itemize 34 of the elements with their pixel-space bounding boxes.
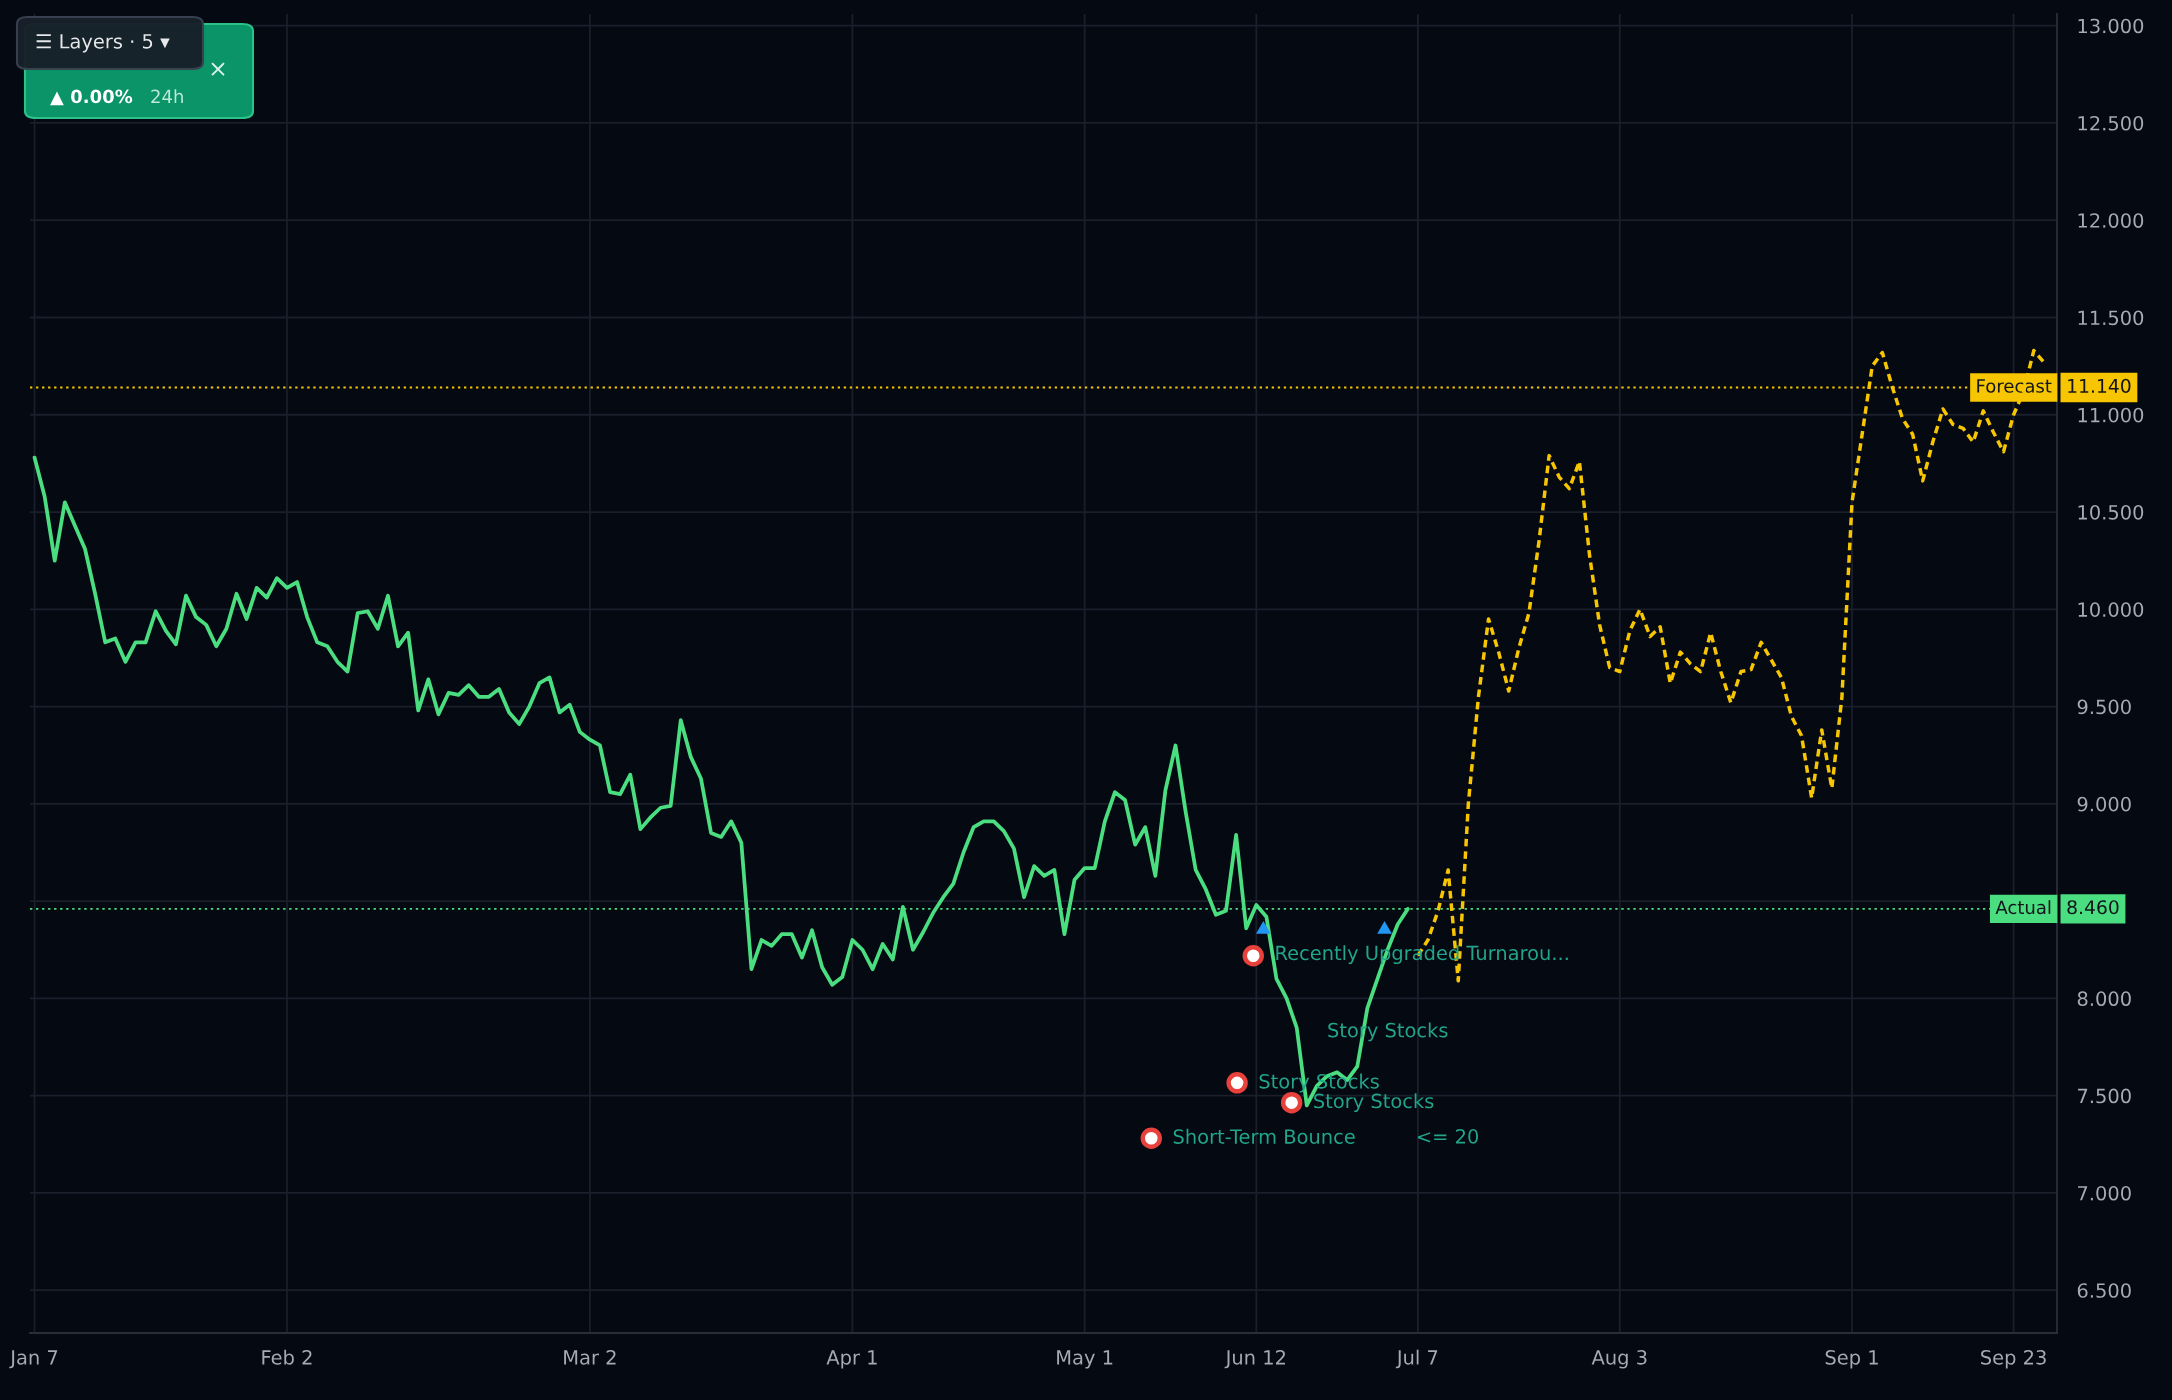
y-tick-label: 12.000	[2078, 213, 2144, 228]
x-tick-label: Sep 1	[1825, 1350, 1878, 1369]
annotation: <= 20	[1417, 1129, 1479, 1144]
annotation: Story Stocks	[1314, 1093, 1434, 1113]
y-tick-label: 11.500	[2078, 310, 2144, 326]
annotation: ☰ Layers · 5 ▾	[36, 34, 170, 53]
x-tick-label: May 1	[1057, 1350, 1113, 1369]
y-tick-label: 8.000	[2077, 991, 2131, 1007]
y-tick-label: 13.000	[2078, 18, 2144, 34]
text: 11.140	[2068, 378, 2131, 393]
x-tick-label: Jul 7	[1395, 1349, 1438, 1369]
x-tick-label: Jun 12	[1224, 1350, 1285, 1369]
annotation: ▲ 0.00%	[50, 89, 133, 106]
y-tick-label: 12.500	[2078, 115, 2144, 131]
y-tick-label: 9.000	[2077, 796, 2131, 812]
x-tick-label: Feb 2	[262, 1349, 312, 1365]
ref-line-label: Actual	[1995, 900, 2051, 915]
x-tick-label: Sep 23	[1981, 1350, 2046, 1369]
y-tick-label: 9.500	[2077, 699, 2131, 715]
x-tick-label: Apr 1	[826, 1350, 877, 1369]
y-tick-label: 11.000	[2078, 407, 2144, 423]
y-tick-label: 7.000	[2078, 1185, 2131, 1201]
x-tick-label: Aug 3	[1591, 1350, 1647, 1369]
y-tick-label: 10.000	[2078, 602, 2144, 617]
ref-line-label: Forecast	[1977, 379, 2052, 393]
x-tick-label: Mar 2	[564, 1350, 616, 1365]
y-tick-label: 7.500	[2078, 1088, 2131, 1104]
annotation: ×	[211, 62, 225, 76]
text: 8.460	[2067, 900, 2119, 915]
y-tick-label: 10.500	[2078, 504, 2144, 520]
x-tick-label: Jan 7	[9, 1350, 58, 1369]
annotation: 24h	[151, 89, 183, 103]
y-tick-label: 6.500	[2077, 1283, 2131, 1298]
annotation: Short-Term Bounce	[1173, 1128, 1355, 1144]
